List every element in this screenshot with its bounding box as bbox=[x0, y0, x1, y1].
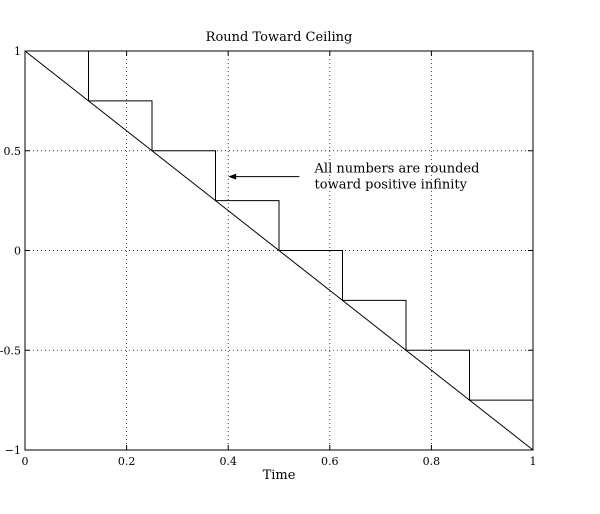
x-tick-label: 1 bbox=[530, 455, 537, 468]
y-tick-label: 1 bbox=[14, 45, 21, 58]
annotation-text-line: toward positive infinity bbox=[315, 178, 468, 193]
staircase-series-line bbox=[88, 51, 534, 450]
grid-layer bbox=[25, 51, 533, 450]
chart-title: Round Toward Ceiling bbox=[206, 30, 353, 45]
series-layer bbox=[24, 50, 534, 451]
y-tick-label: 0 bbox=[14, 245, 21, 258]
y-tick-label: -0.5 bbox=[0, 344, 21, 357]
annotation-text-line: All numbers are rounded bbox=[314, 162, 480, 177]
x-tick-label: 0.6 bbox=[321, 455, 339, 468]
x-tick-label: 0.2 bbox=[118, 455, 136, 468]
annotation-arrow-head bbox=[228, 173, 237, 180]
x-axis-label: Time bbox=[263, 468, 296, 483]
ticks-layer: 0 0.2 0.4 0.6 0.8 1 −1 -0.5 0 0.5 1 bbox=[0, 45, 537, 468]
x-tick-label: 0.8 bbox=[423, 455, 441, 468]
x-tick-label: 0 bbox=[22, 455, 29, 468]
x-tick-label: 0.4 bbox=[219, 455, 237, 468]
y-tick-label: 0.5 bbox=[4, 145, 22, 158]
y-tick-label: −1 bbox=[5, 444, 21, 457]
